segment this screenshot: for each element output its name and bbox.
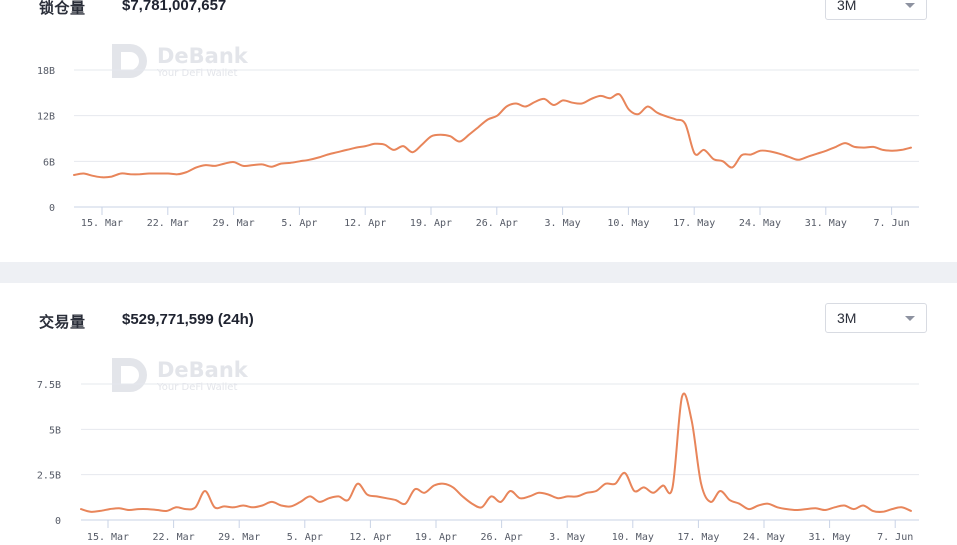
x-tick-label: 19. Apr bbox=[415, 532, 457, 543]
x-tick-label: 24. May bbox=[739, 218, 781, 229]
x-tick-label: 22. Mar bbox=[147, 218, 189, 229]
x-tick-label: 29. Mar bbox=[218, 532, 260, 543]
tvl-range-selected: 3M bbox=[837, 0, 857, 13]
x-tick-label: 7. Jun bbox=[874, 218, 910, 229]
y-tick-label: 5B bbox=[49, 425, 61, 436]
watermark-tagline: Your DeFi Wallet bbox=[156, 382, 237, 393]
x-tick-label: 12. Apr bbox=[349, 532, 391, 543]
volume-series-line bbox=[80, 392, 912, 513]
y-tick-label: 2.5B bbox=[37, 471, 61, 482]
watermark-brand: DeBank bbox=[157, 44, 249, 68]
x-tick-label: 19. Apr bbox=[410, 218, 452, 229]
volume-value: $529,771,599 (24h) bbox=[122, 311, 254, 328]
x-tick-label: 26. Apr bbox=[481, 532, 523, 543]
x-tick-label: 3. May bbox=[545, 218, 581, 229]
y-tick-label: 7.5B bbox=[37, 380, 61, 391]
x-tick-label: 5. Apr bbox=[281, 218, 317, 229]
x-tick-label: 31. May bbox=[809, 532, 851, 543]
tvl-label: 锁仓量 bbox=[39, 0, 86, 17]
x-tick-label: 10. May bbox=[607, 218, 649, 229]
x-tick-label: 15. Mar bbox=[81, 218, 123, 229]
x-tick-label: 15. Mar bbox=[87, 532, 129, 543]
tvl-range-select[interactable]: 3M bbox=[825, 0, 927, 20]
tvl-series-line bbox=[73, 93, 912, 179]
x-tick-label: 29. Mar bbox=[213, 218, 255, 229]
volume-label: 交易量 bbox=[39, 314, 86, 331]
section-divider bbox=[0, 262, 957, 283]
volume-range-selected: 3M bbox=[837, 310, 857, 326]
debank-logo-icon bbox=[112, 358, 147, 392]
chevron-down-icon bbox=[905, 316, 915, 321]
x-tick-label: 26. Apr bbox=[476, 218, 518, 229]
x-tick-label: 22. Mar bbox=[153, 532, 195, 543]
debank-logo-icon bbox=[112, 44, 147, 78]
x-tick-label: 7. Jun bbox=[877, 532, 913, 543]
volume-panel: 交易量 $529,771,599 (24h) 3M DeBank Your DeF… bbox=[0, 283, 957, 545]
y-tick-label: 0 bbox=[55, 516, 61, 527]
watermark-tagline: Your DeFi Wallet bbox=[156, 68, 237, 79]
x-tick-label: 5. Apr bbox=[287, 532, 323, 543]
watermark-brand: DeBank bbox=[157, 358, 249, 382]
x-tick-label: 17. May bbox=[677, 532, 719, 543]
y-tick-label: 12B bbox=[37, 112, 55, 123]
chevron-down-icon bbox=[905, 3, 915, 8]
tvl-value: $7,781,007,657 bbox=[122, 0, 227, 14]
x-tick-label: 12. Apr bbox=[344, 218, 386, 229]
x-tick-label: 24. May bbox=[743, 532, 785, 543]
x-tick-label: 3. May bbox=[549, 532, 585, 543]
volume-range-select[interactable]: 3M bbox=[825, 303, 927, 333]
y-tick-label: 18B bbox=[37, 66, 55, 77]
tvl-panel: 锁仓量 $7,781,007,657 3M DeBank Your DeFi Wa… bbox=[0, 0, 957, 262]
y-tick-label: 6B bbox=[43, 157, 55, 168]
y-tick-label: 0 bbox=[49, 203, 55, 214]
x-tick-label: 17. May bbox=[673, 218, 715, 229]
x-tick-label: 31. May bbox=[805, 218, 847, 229]
x-tick-label: 10. May bbox=[612, 532, 654, 543]
